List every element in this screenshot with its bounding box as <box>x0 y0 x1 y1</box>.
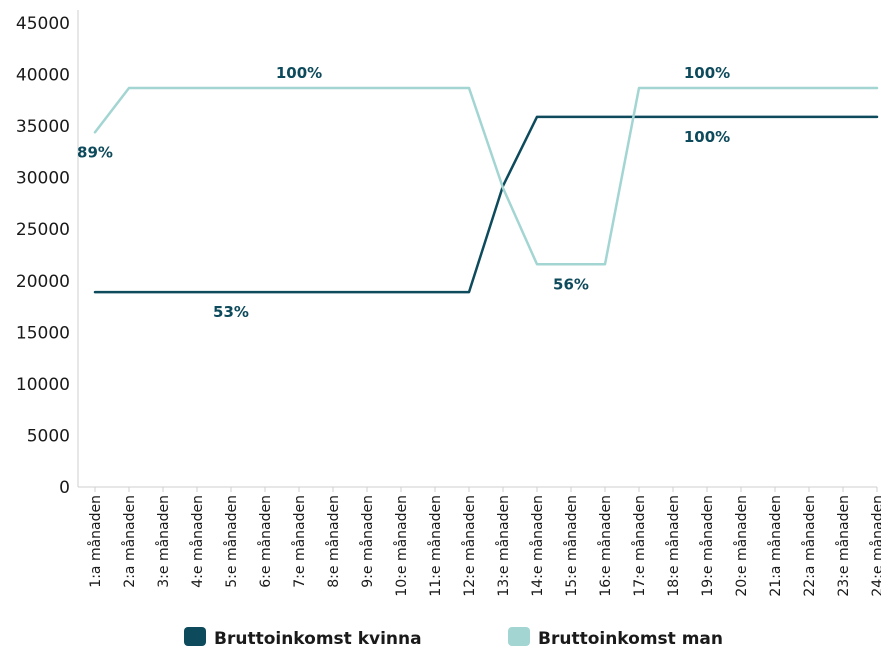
data-label: 100% <box>684 64 730 82</box>
x-tick-label: 24:e månaden <box>869 495 881 597</box>
y-tick-label: 20000 <box>16 272 70 292</box>
data-label: 89% <box>77 143 113 161</box>
legend-label: Bruttoinkomst man <box>538 629 723 648</box>
y-tick-label: 25000 <box>16 220 70 240</box>
x-tick-label: 15:e månaden <box>563 495 580 597</box>
x-tick-label: 23:e månaden <box>835 495 852 597</box>
x-tick-label: 19:e månaden <box>699 495 716 597</box>
x-tick-label: 18:e månaden <box>665 495 682 597</box>
x-tick-label: 2:a månaden <box>121 495 138 588</box>
y-tick-label: 35000 <box>16 117 70 137</box>
x-tick-label: 7:e månaden <box>291 495 308 588</box>
data-label: 53% <box>213 303 249 321</box>
x-tick-label: 16:e månaden <box>597 495 614 597</box>
data-label: 56% <box>553 275 589 293</box>
legend-swatch <box>184 627 206 646</box>
y-tick-label: 5000 <box>27 426 70 446</box>
y-tick-label: 40000 <box>16 66 70 86</box>
x-tick-label: 8:e månaden <box>325 495 342 588</box>
x-tick-label: 10:e månaden <box>393 495 410 597</box>
x-tick-label: 4:e månaden <box>189 495 206 588</box>
x-tick-label: 5:e månaden <box>223 495 240 588</box>
series-line-kvinna <box>93 115 879 294</box>
x-tick-label: 14:e månaden <box>529 495 546 597</box>
x-tick-label: 17:e månaden <box>631 495 648 597</box>
x-tick-label: 12:e månaden <box>461 495 478 597</box>
y-tick-label: 15000 <box>16 323 70 343</box>
x-tick-label: 11:e månaden <box>427 495 444 597</box>
x-tick-label: 22:a månaden <box>801 495 818 597</box>
x-tick-label: 3:e månaden <box>155 495 172 588</box>
x-tick-label: 20:e månaden <box>733 495 750 597</box>
y-tick-label: 30000 <box>16 169 70 189</box>
x-tick-label: 13:e månaden <box>495 495 512 597</box>
x-tick-label: 1:a månaden <box>87 495 104 588</box>
series-line-man <box>93 86 879 266</box>
data-label: 100% <box>276 64 322 82</box>
data-label: 100% <box>684 128 730 146</box>
x-tick-label: 9:e månaden <box>359 495 376 588</box>
y-tick-label: 45000 <box>16 14 70 34</box>
legend-label: Bruttoinkomst kvinna <box>214 629 422 648</box>
y-tick-label: 10000 <box>16 375 70 395</box>
x-tick-label: 21:a månaden <box>767 495 784 597</box>
legend-swatch <box>508 627 530 646</box>
y-tick-label: 0 <box>59 478 70 498</box>
x-tick-label: 6:e månaden <box>257 495 274 588</box>
